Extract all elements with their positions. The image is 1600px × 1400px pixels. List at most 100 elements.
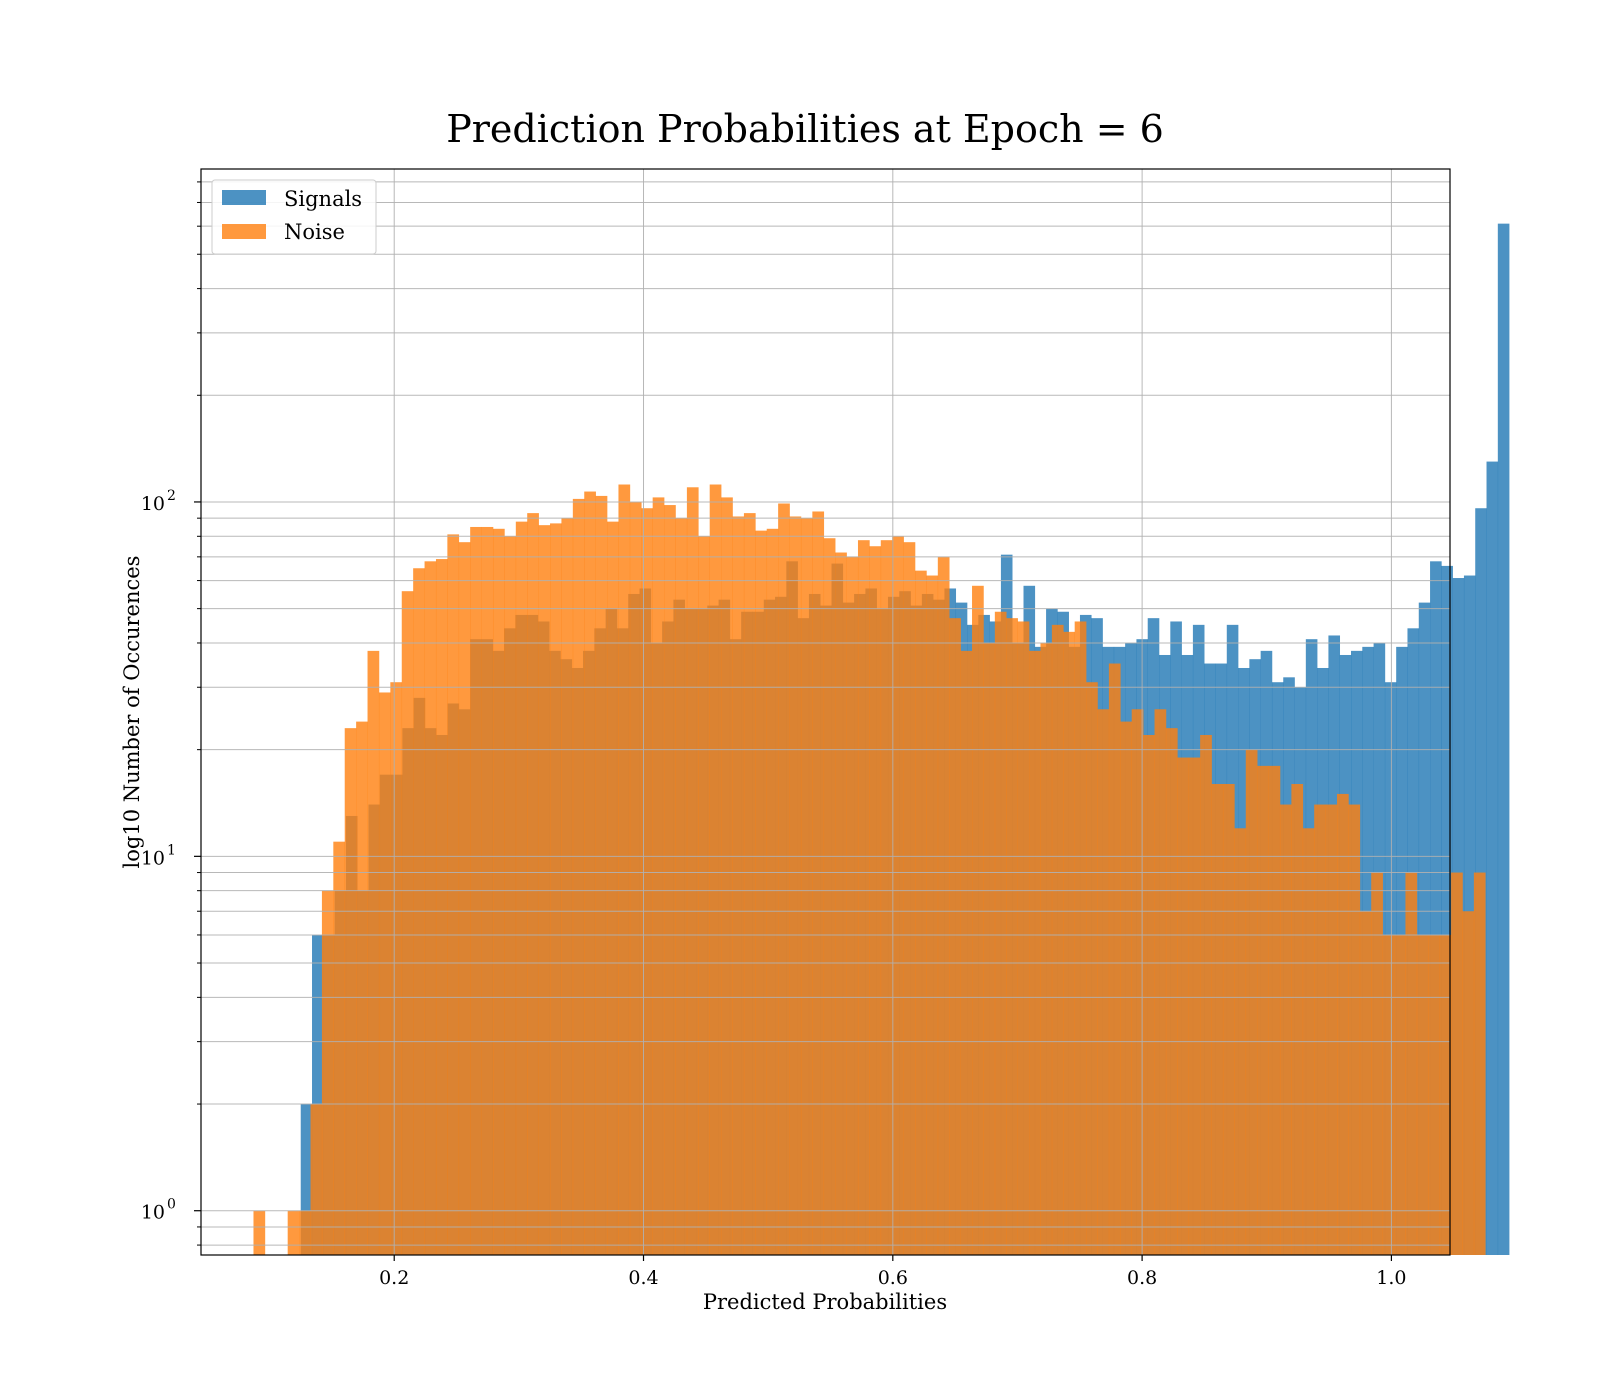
signals-bar [1486, 461, 1499, 1255]
noise-bar [800, 518, 813, 1255]
noise-bar [1200, 734, 1212, 1255]
noise-bar [333, 841, 346, 1255]
noise-bar [287, 1210, 300, 1255]
x-tick-label: 0.4 [628, 1267, 658, 1289]
noise-bar [960, 650, 973, 1255]
noise-bar [835, 552, 847, 1255]
y-tick-exponent: 0 [167, 1197, 176, 1213]
noise-bar [778, 503, 790, 1255]
noise-bar [584, 491, 596, 1255]
x-tick-label: 0.8 [1127, 1267, 1157, 1289]
noise-bar [1325, 804, 1338, 1255]
noise-bar [607, 521, 619, 1255]
noise-bar [994, 611, 1007, 1255]
signals-bar [1418, 602, 1431, 1255]
noise-bar [1371, 872, 1383, 1255]
noise-bar [515, 521, 528, 1255]
x-axis: 0.2 0.4 0.6 0.8 1.0 [379, 1255, 1407, 1289]
noise-bar [527, 513, 539, 1255]
noise-bar [755, 530, 768, 1255]
noise-bar [1279, 804, 1292, 1255]
noise-bar [550, 523, 562, 1255]
noise-bar [458, 542, 471, 1255]
noise-bar [618, 484, 631, 1255]
noise-bar [926, 575, 939, 1255]
signals-bar [1430, 561, 1442, 1255]
noise-bar [880, 540, 893, 1255]
noise-bar [892, 536, 904, 1255]
noise-bar [972, 585, 984, 1255]
noise-bar [1029, 650, 1041, 1255]
noise-bar [664, 505, 676, 1255]
noise-bar [310, 1104, 323, 1255]
noise-bar [1439, 934, 1452, 1255]
noise-bar [1291, 784, 1304, 1255]
noise-bar [1462, 911, 1475, 1255]
noise-bar [1245, 749, 1258, 1255]
y-tick-label: 10 [141, 1202, 165, 1224]
x-tick-label: 1.0 [1376, 1267, 1406, 1289]
noise-bar [1131, 709, 1144, 1255]
legend-label-signals: Signals [284, 187, 362, 211]
noise-bar [1451, 872, 1463, 1255]
noise-bar [686, 487, 699, 1255]
noise-bar [1177, 757, 1190, 1255]
noise-bar [721, 497, 733, 1255]
noise-bar [1222, 784, 1235, 1255]
noise-bar [253, 1210, 266, 1255]
legend-label-noise: Noise [284, 220, 345, 244]
signals-bar [312, 934, 324, 1255]
noise-bar [595, 495, 608, 1255]
y-tick-exponent: 1 [167, 842, 176, 858]
noise-bar [572, 498, 585, 1255]
noise-bar [1154, 709, 1167, 1255]
noise-bar [903, 542, 916, 1255]
noise-bar [1051, 624, 1064, 1255]
noise-bar [652, 497, 665, 1255]
noise-bar [709, 484, 722, 1255]
legend-swatch-signals [222, 190, 266, 205]
x-tick-label: 0.2 [379, 1267, 409, 1289]
noise-bar [367, 650, 380, 1255]
noise-bar [390, 682, 403, 1255]
noise-bar [937, 556, 950, 1255]
noise-bar [401, 591, 414, 1255]
noise-bar [1086, 682, 1098, 1255]
grid-lines [201, 169, 1450, 1255]
x-axis-label: Predicted Probabilities [703, 1290, 947, 1314]
legend[interactable]: Signals Noise [211, 179, 377, 255]
noise-bar [378, 692, 391, 1255]
noise-bar [538, 525, 551, 1255]
noise-bar [1006, 618, 1018, 1255]
y-tick-label: 10 [141, 847, 165, 869]
noise-bar [1120, 721, 1133, 1255]
noise-bar [299, 1210, 311, 1255]
noise-bar [504, 536, 517, 1255]
signals-bar [300, 1104, 313, 1255]
noise-bar [846, 556, 859, 1255]
noise-bar [447, 534, 460, 1255]
noise-bar [675, 518, 688, 1255]
plot-frame [200, 168, 1451, 1256]
noise-bar [1359, 911, 1372, 1255]
noise-bar [356, 721, 368, 1255]
noise-bar [321, 890, 334, 1255]
noise-bar [766, 528, 779, 1255]
chart-title: Prediction Probabilities at Epoch = 6 [446, 107, 1164, 151]
noise-bar [1428, 934, 1440, 1255]
noise-bar [1268, 765, 1281, 1255]
noise-bar [915, 570, 927, 1255]
noise-bar [1394, 934, 1406, 1255]
noise-bar [1165, 728, 1178, 1255]
x-tick-label: 0.6 [878, 1267, 908, 1289]
noise-bar [1188, 757, 1201, 1255]
noise-bar [1382, 934, 1395, 1255]
noise-bar [743, 513, 756, 1255]
noise-bar [629, 501, 642, 1255]
noise-bar [698, 536, 710, 1255]
y-tick-exponent: 2 [167, 488, 176, 504]
noise-bar [857, 540, 870, 1255]
y-tick-label: 10 [141, 493, 165, 515]
noise-bar [435, 559, 448, 1255]
noise-bar [492, 528, 505, 1255]
